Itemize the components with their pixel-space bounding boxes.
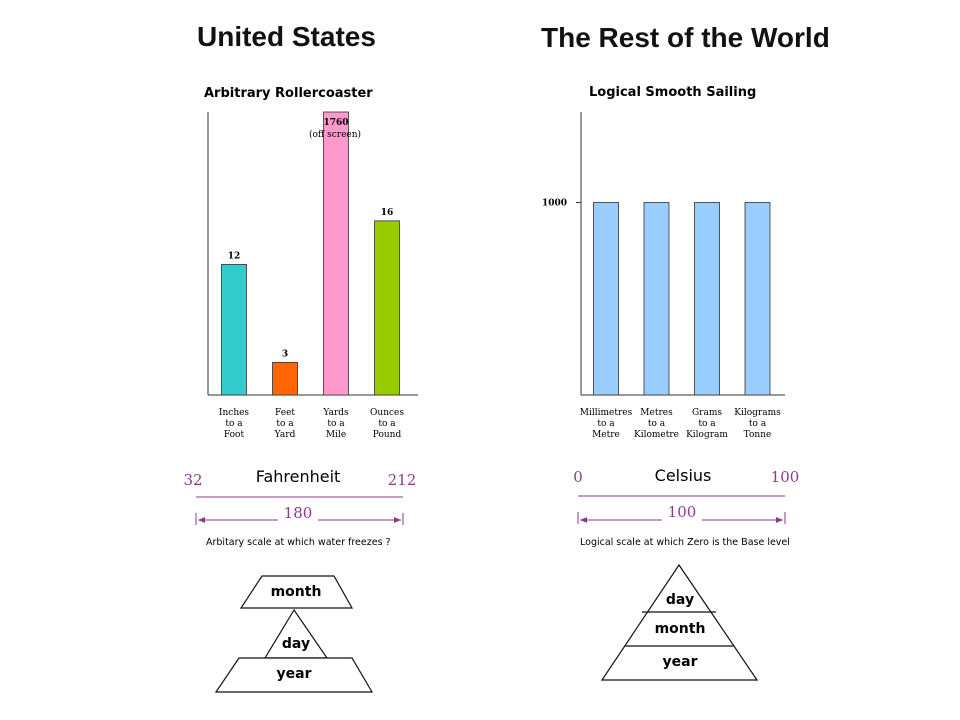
data-label-0-1: 3 — [282, 349, 288, 359]
category-label-1-1-1: to a — [648, 419, 666, 429]
celsius-low: 0 — [573, 468, 583, 486]
category-label-1-0-1: to a — [597, 419, 615, 429]
category-label-1-1-2: Kilometre — [634, 430, 679, 440]
fahrenheit-low: 32 — [183, 471, 202, 489]
celsius-label: Celsius — [655, 466, 712, 485]
us-date-year: year — [277, 666, 312, 682]
category-label-0-0-0: Inches — [219, 408, 250, 418]
fahrenheit-high: 212 — [388, 471, 417, 489]
us-year-box — [214, 657, 374, 693]
category-label-0-3-2: Pound — [373, 430, 402, 440]
category-label-0-2-0: Yards — [322, 408, 349, 418]
category-label-1-3-1: to a — [749, 419, 767, 429]
celsius-caption: Logical scale at which Zero is the Base … — [580, 537, 790, 548]
fahrenheit-caption: Arbitary scale at which water freezes ? — [206, 537, 391, 548]
bar-1-0 — [593, 202, 619, 396]
fahrenheit-scale: 32 Fahrenheit 212 180 Arbitary scale at … — [183, 467, 416, 548]
world-date-month: month — [655, 621, 706, 637]
chart-title-right: Logical Smooth Sailing — [589, 85, 756, 100]
category-label-0-1-1: to a — [276, 419, 294, 429]
category-label-1-3-2: Tonne — [744, 430, 772, 440]
bar-0-2 — [323, 111, 349, 396]
category-label-1-2-1: to a — [698, 419, 716, 429]
world-date-format: day month year — [600, 563, 759, 681]
category-label-1-1-0: Metres — [640, 408, 673, 418]
category-label-0-0-1: to a — [225, 419, 243, 429]
category-label-1-0-0: Millimetres — [580, 408, 633, 418]
category-label-1-0-2: Metre — [592, 430, 620, 440]
category-label-0-2-1: to a — [327, 419, 345, 429]
us-date-month: month — [271, 584, 322, 600]
chart-title-left: Arbitrary Rollercoaster — [204, 86, 373, 101]
category-label-0-3-1: to a — [378, 419, 396, 429]
us-date-format: month day year — [214, 575, 374, 693]
category-label-0-1-2: Yard — [274, 430, 296, 440]
heading-rest-of-world: The Rest of the World — [541, 22, 830, 53]
us-month-box — [239, 575, 354, 609]
annotation-off-screen: (off screen) — [309, 129, 361, 140]
bar-0-1 — [272, 361, 298, 396]
bar-1-2 — [694, 202, 720, 396]
bar-0-0 — [221, 263, 247, 396]
data-label-0-2: 1760 — [323, 118, 348, 128]
fahrenheit-arrow-left — [198, 517, 205, 523]
fahrenheit-arrow-right — [394, 517, 401, 523]
fahrenheit-span: 180 — [284, 504, 313, 522]
category-label-1-3-0: Kilograms — [734, 408, 781, 418]
bar-0-3 — [374, 220, 400, 396]
celsius-arrow-left — [580, 517, 587, 523]
celsius-arrow-right — [776, 517, 783, 523]
y-tick-label-1-0: 1000 — [542, 198, 567, 208]
category-label-0-1-0: Feet — [275, 408, 295, 418]
category-label-1-2-2: Kilogram — [686, 430, 728, 440]
bar-1-1 — [643, 202, 670, 396]
world-date-pyramid — [600, 563, 759, 681]
celsius-span: 100 — [668, 503, 697, 521]
celsius-high: 100 — [771, 468, 800, 486]
world-date-day: day — [666, 592, 694, 608]
bar-1-3 — [744, 202, 771, 396]
category-label-0-0-2: Foot — [224, 430, 245, 440]
us-date-day: day — [282, 636, 310, 652]
world-date-year: year — [663, 654, 698, 670]
heading-united-states: United States — [197, 21, 376, 52]
data-label-0-0: 12 — [228, 251, 241, 261]
celsius-scale: 0 Celsius 100 100 Logical scale at which… — [573, 466, 799, 548]
category-label-1-2-0: Grams — [692, 408, 722, 418]
fahrenheit-label: Fahrenheit — [256, 467, 341, 486]
category-label-0-2-2: Mile — [326, 430, 346, 440]
category-label-0-3-0: Ounces — [370, 408, 404, 418]
data-label-0-3: 16 — [381, 208, 394, 218]
